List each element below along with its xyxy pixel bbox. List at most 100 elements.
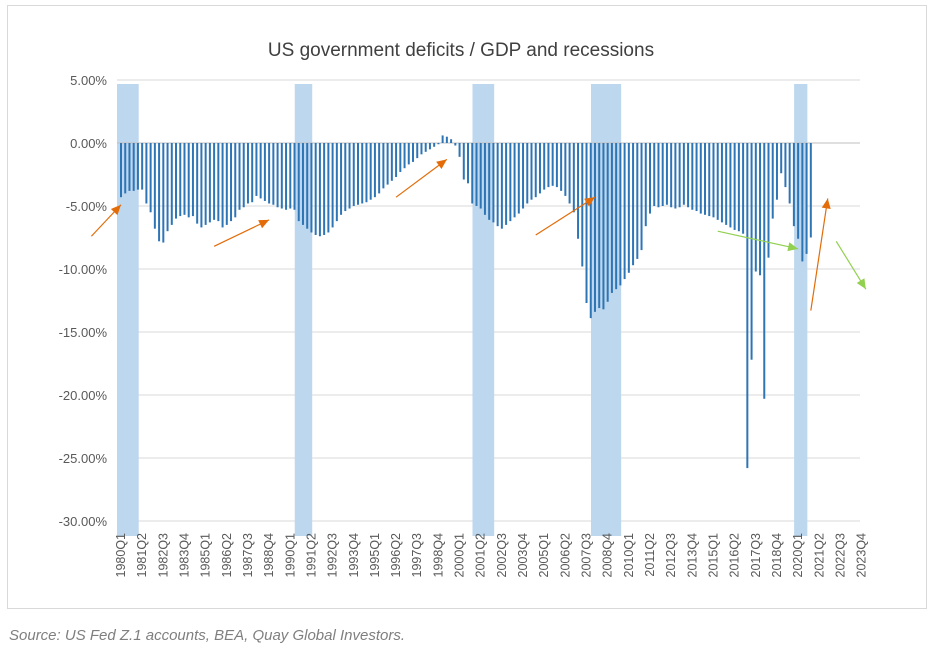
bar	[280, 143, 283, 209]
bar	[725, 143, 728, 225]
bar	[627, 143, 630, 273]
bar	[593, 143, 596, 312]
bar	[602, 143, 605, 310]
annotation-arrow-head	[436, 159, 447, 169]
bar	[801, 143, 804, 262]
bar	[335, 143, 338, 222]
bar	[361, 143, 364, 204]
bar	[788, 143, 791, 204]
bar	[340, 143, 343, 215]
bar	[124, 143, 127, 194]
bar	[399, 143, 402, 172]
bar	[251, 143, 254, 203]
bar	[246, 143, 249, 204]
annotation-arrow-line	[535, 196, 596, 236]
bar	[682, 143, 685, 205]
bar	[750, 143, 753, 360]
x-tick-label: 1990Q1	[283, 533, 297, 578]
bar	[301, 143, 304, 225]
x-tick-label: 2015Q1	[706, 533, 720, 578]
bar	[547, 143, 550, 188]
bar	[344, 143, 347, 212]
bar	[488, 143, 491, 220]
y-tick-label: -20.00%	[59, 388, 108, 403]
bar	[792, 143, 795, 227]
bar	[767, 143, 770, 258]
bar	[674, 143, 677, 209]
y-tick-label: -25.00%	[59, 451, 108, 466]
x-tick-label: 2005Q1	[537, 533, 551, 578]
bar	[259, 143, 262, 199]
bar	[475, 143, 478, 206]
annotation-arrow-line	[213, 219, 270, 247]
x-tick-label: 2007Q3	[580, 533, 594, 578]
bar	[428, 143, 431, 150]
x-tick-label: 1983Q4	[177, 533, 191, 578]
bar	[395, 143, 398, 178]
bar	[200, 143, 203, 228]
bar	[771, 143, 774, 219]
bar	[407, 143, 410, 165]
bar	[293, 143, 296, 210]
chart-canvas: 5.00% 0.00% -5.00% -10.00% -15.00% -20.00% -25…	[59, 73, 869, 578]
x-tick-label: 2016Q2	[728, 533, 742, 578]
bar	[560, 143, 563, 191]
bar	[500, 143, 503, 229]
bar	[166, 143, 169, 232]
bar	[623, 143, 626, 280]
bar	[213, 143, 216, 220]
bar	[356, 143, 359, 205]
y-tick-label: 5.00%	[70, 73, 107, 88]
bar	[522, 143, 525, 209]
bar	[162, 143, 165, 243]
bar	[272, 143, 275, 205]
x-tick-label: 2001Q2	[474, 533, 488, 578]
x-tick-label: 1982Q3	[156, 533, 170, 578]
bar	[538, 143, 541, 194]
x-tick-label: 2011Q2	[643, 533, 657, 577]
x-tick-label: 2020Q1	[791, 533, 805, 578]
bar	[471, 143, 474, 204]
y-tick-label: -5.00%	[66, 199, 108, 214]
bar	[217, 143, 220, 222]
y-tick-label: 0.00%	[70, 136, 107, 151]
bar	[759, 143, 762, 276]
bar	[327, 143, 330, 233]
bar	[365, 143, 368, 203]
bar	[572, 143, 575, 213]
x-tick-label: 2002Q3	[495, 533, 509, 578]
bar	[314, 143, 317, 235]
bar	[720, 143, 723, 223]
bar	[208, 143, 211, 223]
x-tick-label: 1991Q2	[304, 533, 318, 578]
bar	[577, 143, 580, 239]
bar	[496, 143, 499, 227]
bar	[441, 135, 444, 143]
y-tick-label: -15.00%	[59, 325, 108, 340]
bar	[433, 143, 436, 147]
bar	[775, 143, 778, 200]
bar	[175, 143, 178, 219]
annotation-arrow-head	[787, 242, 799, 252]
bar	[234, 143, 237, 218]
bar	[809, 143, 812, 238]
bar	[733, 143, 736, 230]
bar	[191, 143, 194, 217]
bar	[534, 143, 537, 198]
bar	[225, 143, 228, 225]
annotation-arrow-head	[258, 219, 270, 229]
annotation-arrow-head	[584, 197, 595, 207]
bar	[708, 143, 711, 217]
bar	[530, 143, 533, 200]
bar	[158, 143, 161, 242]
bar	[678, 143, 681, 208]
bar	[610, 143, 613, 293]
x-tick-label: 2012Q3	[664, 533, 678, 578]
recession-band	[794, 84, 808, 536]
x-tick-label: 2013Q4	[685, 533, 699, 578]
x-tick-label: 1996Q2	[389, 533, 403, 578]
bar	[132, 143, 135, 191]
x-tick-label: 2010Q1	[622, 533, 636, 578]
bar	[797, 143, 800, 239]
bar	[780, 143, 783, 174]
